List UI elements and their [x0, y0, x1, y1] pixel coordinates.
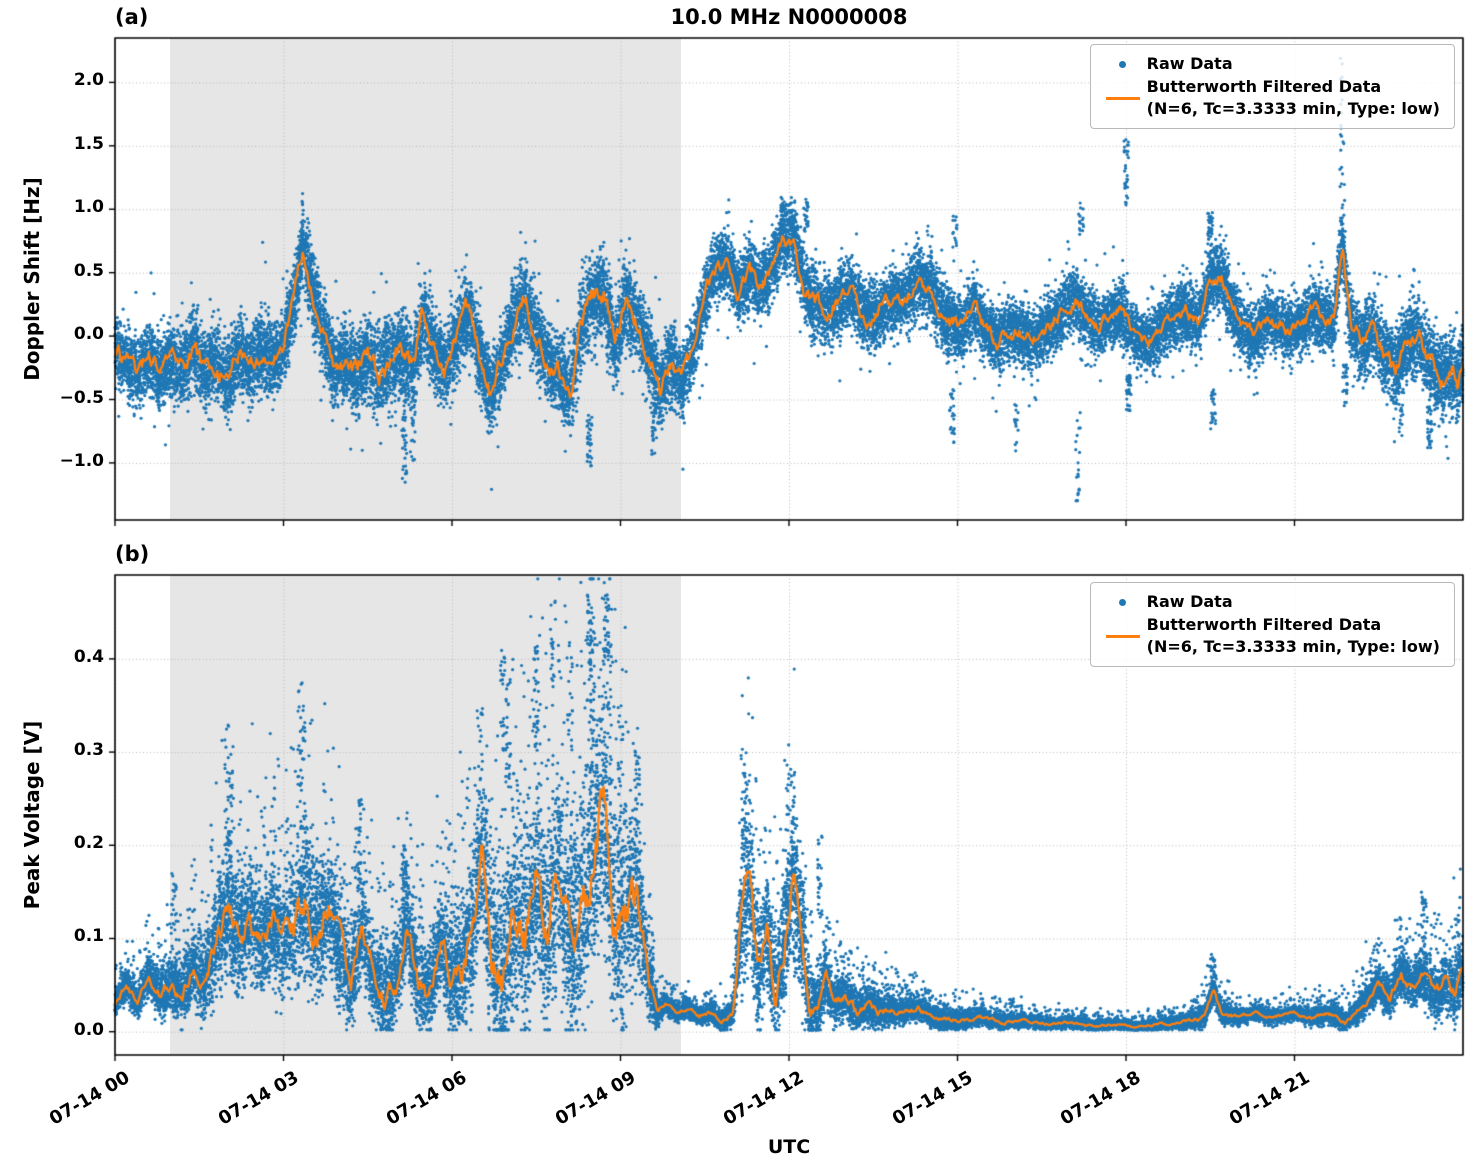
y-tick-label: 0.3	[73, 740, 104, 761]
raw-data-marker	[1099, 598, 1147, 606]
y-tick-label: −0.5	[59, 387, 104, 408]
y-tick-label: 0.0	[73, 1019, 104, 1040]
y-tick-label: 2.0	[73, 70, 104, 91]
y-tick-label: 1.5	[73, 133, 104, 154]
scatter-dot-icon	[1119, 598, 1127, 606]
legend-entry-raw: Raw Data	[1099, 591, 1440, 613]
panel-b-ylabel: Peak Voltage [V]	[20, 720, 44, 910]
line-segment-icon	[1105, 634, 1140, 638]
y-tick-label: 0.0	[73, 324, 104, 345]
y-tick-label: −1.0	[59, 450, 104, 471]
scatter-dot-icon	[1119, 60, 1127, 68]
y-tick-label: 0.1	[73, 926, 104, 947]
legend-entry-filtered: Butterworth Filtered Data (N=6, Tc=3.333…	[1099, 76, 1440, 120]
raw-data-marker	[1099, 60, 1147, 68]
panel-b-tag: (b)	[115, 542, 150, 566]
figure-title: 10.0 MHz N0000008	[670, 5, 908, 29]
legend-entry-filtered: Butterworth Filtered Data (N=6, Tc=3.333…	[1099, 614, 1440, 658]
filtered-data-marker	[1099, 96, 1147, 100]
legend-filtered-label: Butterworth Filtered Data	[1146, 77, 1382, 96]
legend-filtered-label: Butterworth Filtered Data	[1146, 615, 1382, 634]
x-axis-label: UTC	[767, 1136, 811, 1158]
y-tick-label: 0.5	[73, 260, 104, 281]
line-segment-icon	[1105, 96, 1140, 100]
filtered-data-marker	[1099, 634, 1147, 638]
y-tick-label: 1.0	[73, 197, 104, 218]
y-tick-label: 0.4	[73, 646, 104, 667]
legend-raw-label: Raw Data	[1146, 592, 1233, 611]
legend-panel-a: Raw Data Butterworth Filtered Data (N=6,…	[1089, 44, 1455, 129]
panel-a-ylabel: Doppler Shift [Hz]	[20, 177, 44, 381]
panel-a-tag: (a)	[115, 5, 149, 29]
legend-raw-label: Raw Data	[1146, 54, 1233, 73]
legend-filtered-sublabel: (N=6, Tc=3.3333 min, Type: low)	[1146, 99, 1440, 118]
legend-entry-raw: Raw Data	[1099, 53, 1440, 75]
legend-filtered-sublabel: (N=6, Tc=3.3333 min, Type: low)	[1146, 637, 1440, 656]
y-tick-label: 0.2	[73, 833, 104, 854]
legend-panel-b: Raw Data Butterworth Filtered Data (N=6,…	[1089, 582, 1455, 667]
